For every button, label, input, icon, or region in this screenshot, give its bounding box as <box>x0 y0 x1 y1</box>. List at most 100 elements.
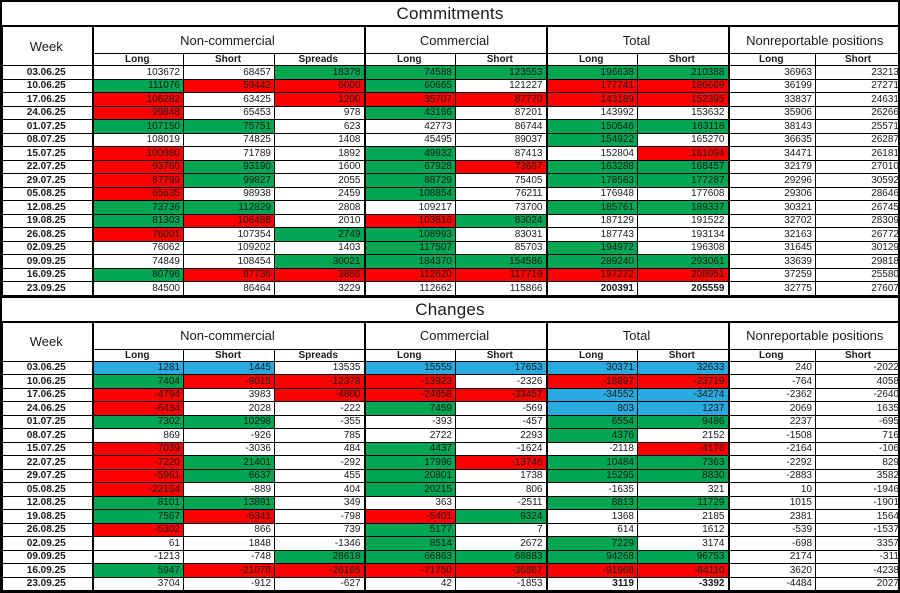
value-cell: 2749 <box>274 227 365 242</box>
value-cell: 363 <box>363 495 456 510</box>
value-cell: 1738 <box>455 468 547 483</box>
value-cell: 112620 <box>363 267 456 282</box>
table-row: 09.09.25 74849 108454 30021 184370 154586 2892… <box>2 254 900 269</box>
value-cell: 4376 <box>545 428 638 443</box>
value-cell: 163288 <box>545 159 638 174</box>
value-cell: 23213 <box>815 65 900 80</box>
value-cell: 103816 <box>363 213 456 228</box>
value-cell: 6637 <box>183 468 275 483</box>
value-cell: -7039 <box>91 441 184 456</box>
value-cell: 30129 <box>815 240 900 255</box>
value-cell: 43166 <box>363 105 456 120</box>
value-cell: -292 <box>274 455 365 470</box>
value-cell: 15295 <box>545 468 638 483</box>
value-cell: 18378 <box>274 65 365 80</box>
value-cell: 29306 <box>727 186 816 201</box>
value-cell: 240 <box>727 360 816 375</box>
column-header: Short <box>637 53 729 66</box>
week-cell: 05.08.25 <box>2 482 93 497</box>
value-cell: 4058 <box>815 374 900 389</box>
table-row: 03.06.25 103672 68457 18378 74588 123553 19663… <box>2 65 900 80</box>
value-cell: -3392 <box>637 576 729 591</box>
value-cell: 88729 <box>363 173 456 188</box>
value-cell: 455 <box>274 468 365 483</box>
column-header: Long <box>545 53 638 66</box>
value-cell: 185761 <box>545 200 638 215</box>
value-cell: 87736 <box>183 267 275 282</box>
table-row: 29.07.25 87799 99827 2055 88729 75405 178583 17… <box>2 173 900 188</box>
table-row: 17.06.25 -4794 3983 -4800 -24958 -33457 -34552… <box>2 387 900 402</box>
value-cell: 27010 <box>815 159 900 174</box>
value-cell: 17653 <box>455 360 547 375</box>
value-cell: 74825 <box>183 132 275 147</box>
value-cell: 1635 <box>815 401 900 416</box>
value-cell: 27607 <box>815 281 900 296</box>
value-cell: 87201 <box>455 105 547 120</box>
report-title: Commitments <box>2 2 898 26</box>
value-cell: 106488 <box>183 213 275 228</box>
week-cell: 02.09.25 <box>2 240 93 255</box>
value-cell: 7229 <box>545 536 638 551</box>
value-cell: 2381 <box>727 509 816 524</box>
group-header: Nonreportable positions <box>727 321 900 350</box>
value-cell: 3119 <box>545 576 638 591</box>
column-header: Short <box>183 53 275 66</box>
value-cell: -4238 <box>815 563 900 578</box>
column-header: Short <box>637 348 729 362</box>
value-cell: 32179 <box>727 159 816 174</box>
value-cell: 87413 <box>455 146 547 161</box>
value-cell: 67928 <box>363 159 456 174</box>
value-cell: 153632 <box>637 105 729 120</box>
week-cell: 09.09.25 <box>2 254 93 269</box>
value-cell: -2292 <box>727 455 816 470</box>
week-cell: 24.06.25 <box>2 105 93 120</box>
value-cell: 107150 <box>91 119 184 134</box>
value-cell: -2326 <box>455 374 547 389</box>
value-cell: -5961 <box>91 468 184 483</box>
table-row: 24.06.25 99848 65453 978 43166 87201 143992 153… <box>2 105 900 120</box>
value-cell: 26745 <box>815 200 900 215</box>
value-cell: 193134 <box>637 227 729 242</box>
value-cell: 1281 <box>91 360 184 375</box>
column-header: Short <box>815 53 900 66</box>
value-cell: 4437 <box>363 441 456 456</box>
column-header: Long <box>545 348 638 362</box>
week-cell: 15.07.25 <box>2 146 93 161</box>
value-cell: 20215 <box>363 482 456 497</box>
value-cell: 36199 <box>727 78 816 93</box>
value-cell: 68883 <box>455 549 547 564</box>
value-cell: 200391 <box>545 281 638 296</box>
value-cell: -4800 <box>274 387 365 402</box>
value-cell: -912 <box>183 576 275 591</box>
value-cell: 87799 <box>91 173 184 188</box>
value-cell: 74849 <box>91 254 184 269</box>
value-cell: -24958 <box>363 387 456 402</box>
value-cell: 2722 <box>363 428 456 443</box>
value-cell: 32702 <box>727 213 816 228</box>
value-cell: 978 <box>274 105 365 120</box>
value-cell: -91968 <box>545 563 638 578</box>
value-cell: -2511 <box>455 495 547 510</box>
week-cell: 22.07.25 <box>2 159 93 174</box>
value-cell: 3983 <box>183 387 275 402</box>
column-header: Spreads <box>274 53 365 66</box>
week-cell: 17.06.25 <box>2 387 93 402</box>
value-cell: 3620 <box>727 563 816 578</box>
table-row: 24.06.25 -6434 2028 -222 7459 -569 803 1237 2069… <box>2 401 900 416</box>
week-cell: 12.08.25 <box>2 200 93 215</box>
value-cell: 866 <box>183 522 275 537</box>
value-cell: -21078 <box>183 563 275 578</box>
value-cell: 7363 <box>637 455 729 470</box>
value-cell: 26772 <box>815 227 900 242</box>
column-header: Short <box>183 348 275 362</box>
value-cell: 60665 <box>363 78 456 93</box>
value-cell: 10298 <box>183 414 275 429</box>
value-cell: 117507 <box>363 240 456 255</box>
value-cell: 117719 <box>455 267 547 282</box>
value-cell: 5177 <box>363 522 456 537</box>
value-cell: 49932 <box>363 146 456 161</box>
value-cell: 20801 <box>363 468 456 483</box>
column-header: Short <box>455 53 547 66</box>
value-cell: 1564 <box>815 509 900 524</box>
